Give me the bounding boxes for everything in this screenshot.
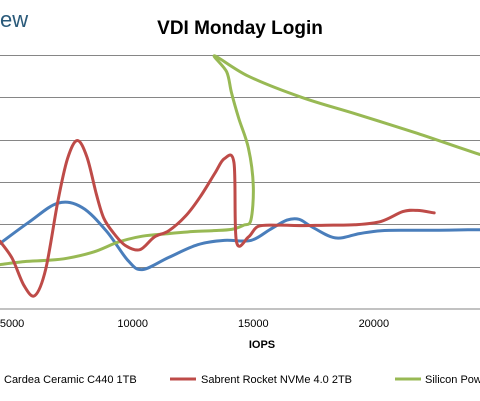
x-axis-label: IOPS xyxy=(249,339,275,351)
chart-title: VDI Monday Login xyxy=(157,18,323,39)
x-tick-label: 10000 xyxy=(117,318,148,330)
legend-label-1: Cardea Ceramic C440 1TB xyxy=(4,374,137,386)
legend-label-2: Sabrent Rocket NVMe 4.0 2TB xyxy=(201,374,352,386)
series-line-2 xyxy=(0,139,436,298)
x-tick-label: 15000 xyxy=(238,318,269,330)
x-tick-label: 5000 xyxy=(0,318,24,330)
x-axis-ticks: 5000 10000 15000 20000 xyxy=(0,318,389,330)
x-tick-label: 20000 xyxy=(359,318,390,330)
logo-text: ew xyxy=(0,7,28,32)
series-layer xyxy=(0,54,480,298)
legend: Cardea Ceramic C440 1TB Sabrent Rocket NV… xyxy=(4,374,480,386)
legend-label-3: Silicon Power xyxy=(425,374,480,386)
series-line-3 xyxy=(0,54,480,267)
series-line-1 xyxy=(0,200,480,272)
